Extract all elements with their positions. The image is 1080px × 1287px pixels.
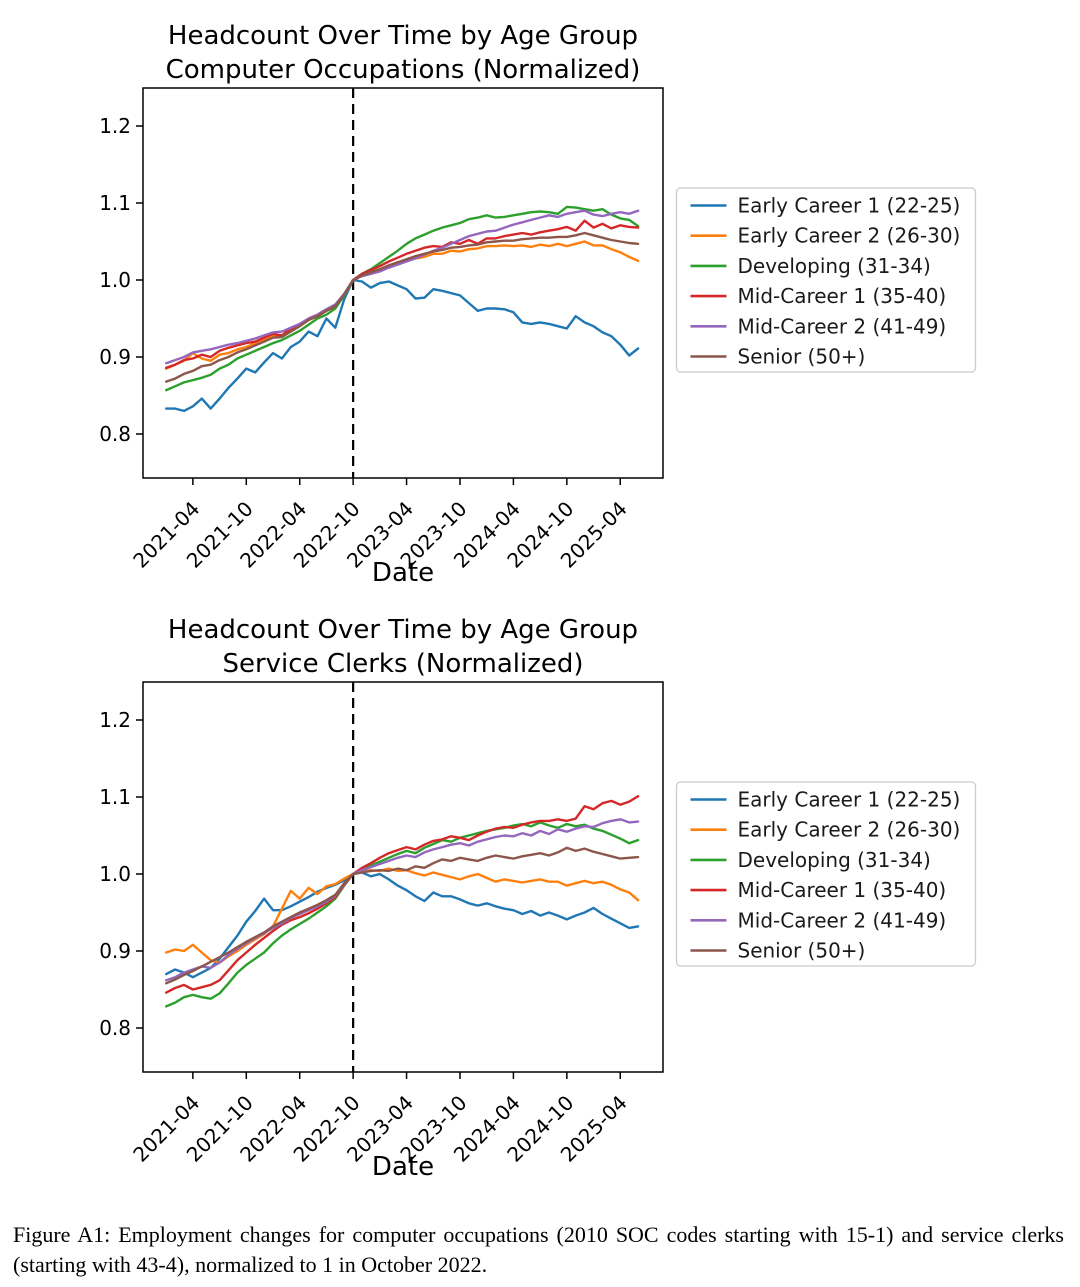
plot-frame xyxy=(142,87,664,479)
legend-item-early-career-2-26-30: Early Career 2 (26-30) xyxy=(690,224,961,248)
legend-label: Senior (50+) xyxy=(738,345,866,369)
series-line-senior-50 xyxy=(164,846,640,985)
legend-label: Mid-Career 1 (35-40) xyxy=(738,878,947,902)
legend-box xyxy=(675,187,977,373)
y-tick-label: 1.0 xyxy=(99,268,131,292)
series-line-early-career-1-22-25 xyxy=(164,871,640,979)
legend-item-senior-50: Senior (50+) xyxy=(690,345,866,369)
x-axis-label: Date xyxy=(372,558,434,588)
x-axis-label: Date xyxy=(372,1152,434,1182)
plot-frame xyxy=(142,681,664,1073)
figure-caption-text: Figure A1: Employment changes for comput… xyxy=(13,1222,1064,1278)
series-line-senior-50 xyxy=(164,231,640,383)
legend-item-developing-31-34: Developing (31-34) xyxy=(690,848,931,872)
y-tick-label: 1.2 xyxy=(99,708,131,732)
legend-label: Senior (50+) xyxy=(738,939,866,963)
chart-computer-occupations: Headcount Over Time by Age Group Computer… xyxy=(99,21,977,588)
y-tick-label: 0.9 xyxy=(99,939,131,963)
y-tick-label: 1.2 xyxy=(99,114,131,138)
legend-label: Developing (31-34) xyxy=(738,848,931,872)
legend-label: Early Career 2 (26-30) xyxy=(738,818,961,842)
series-line-mid-career-1-35-40 xyxy=(164,794,640,994)
y-tick-label: 1.1 xyxy=(99,191,131,215)
chart-service-clerks: Headcount Over Time by Age Group Service … xyxy=(99,615,977,1182)
y-tick-label: 1.0 xyxy=(99,862,131,886)
series-line-mid-career-2-41-49 xyxy=(164,209,640,365)
chart-title-line-1: Headcount Over Time by Age Group xyxy=(168,615,638,645)
series-line-mid-career-1-35-40 xyxy=(164,219,640,369)
legend-label: Early Career 1 (22-25) xyxy=(738,194,961,218)
legend-item-developing-31-34: Developing (31-34) xyxy=(690,254,931,278)
series-line-developing-31-34 xyxy=(164,205,640,392)
legend-item-senior-50: Senior (50+) xyxy=(690,939,866,963)
y-tick-label: 1.1 xyxy=(99,785,131,809)
chart-title-line-2: Service Clerks (Normalized) xyxy=(222,649,583,679)
figure-caption: Figure A1: Employment changes for comput… xyxy=(13,1220,1064,1281)
legend-item-early-career-1-22-25: Early Career 1 (22-25) xyxy=(690,194,961,218)
y-tick-label: 0.8 xyxy=(99,422,131,446)
legend-item-early-career-2-26-30: Early Career 2 (26-30) xyxy=(690,818,961,842)
chart-title-line-2: Computer Occupations (Normalized) xyxy=(166,55,641,85)
legend-label: Mid-Career 2 (41-49) xyxy=(738,314,947,338)
legend: Early Career 1 (22-25) Early Career 2 (26… xyxy=(675,187,977,373)
legend-item-mid-career-1-35-40: Mid-Career 1 (35-40) xyxy=(690,284,947,308)
series-line-early-career-1-22-25 xyxy=(164,278,640,413)
legend-item-mid-career-2-41-49: Mid-Career 2 (41-49) xyxy=(690,908,947,932)
series-line-developing-31-34 xyxy=(164,821,640,1008)
legend-item-mid-career-1-35-40: Mid-Career 1 (35-40) xyxy=(690,878,947,902)
legend-label: Early Career 1 (22-25) xyxy=(738,788,961,812)
legend-item-mid-career-2-41-49: Mid-Career 2 (41-49) xyxy=(690,314,947,338)
y-tick-label: 0.9 xyxy=(99,345,131,369)
legend: Early Career 1 (22-25) Early Career 2 (26… xyxy=(675,781,977,967)
legend-label: Early Career 2 (26-30) xyxy=(738,224,961,248)
y-tick-label: 0.8 xyxy=(99,1016,131,1040)
legend-label: Developing (31-34) xyxy=(738,254,931,278)
legend-label: Mid-Career 2 (41-49) xyxy=(738,908,947,932)
legend-box xyxy=(675,781,977,967)
chart-title-line-1: Headcount Over Time by Age Group xyxy=(168,21,638,51)
legend-label: Mid-Career 1 (35-40) xyxy=(738,284,947,308)
series-line-mid-career-2-41-49 xyxy=(164,818,640,982)
legend-item-early-career-1-22-25: Early Career 1 (22-25) xyxy=(690,788,961,812)
